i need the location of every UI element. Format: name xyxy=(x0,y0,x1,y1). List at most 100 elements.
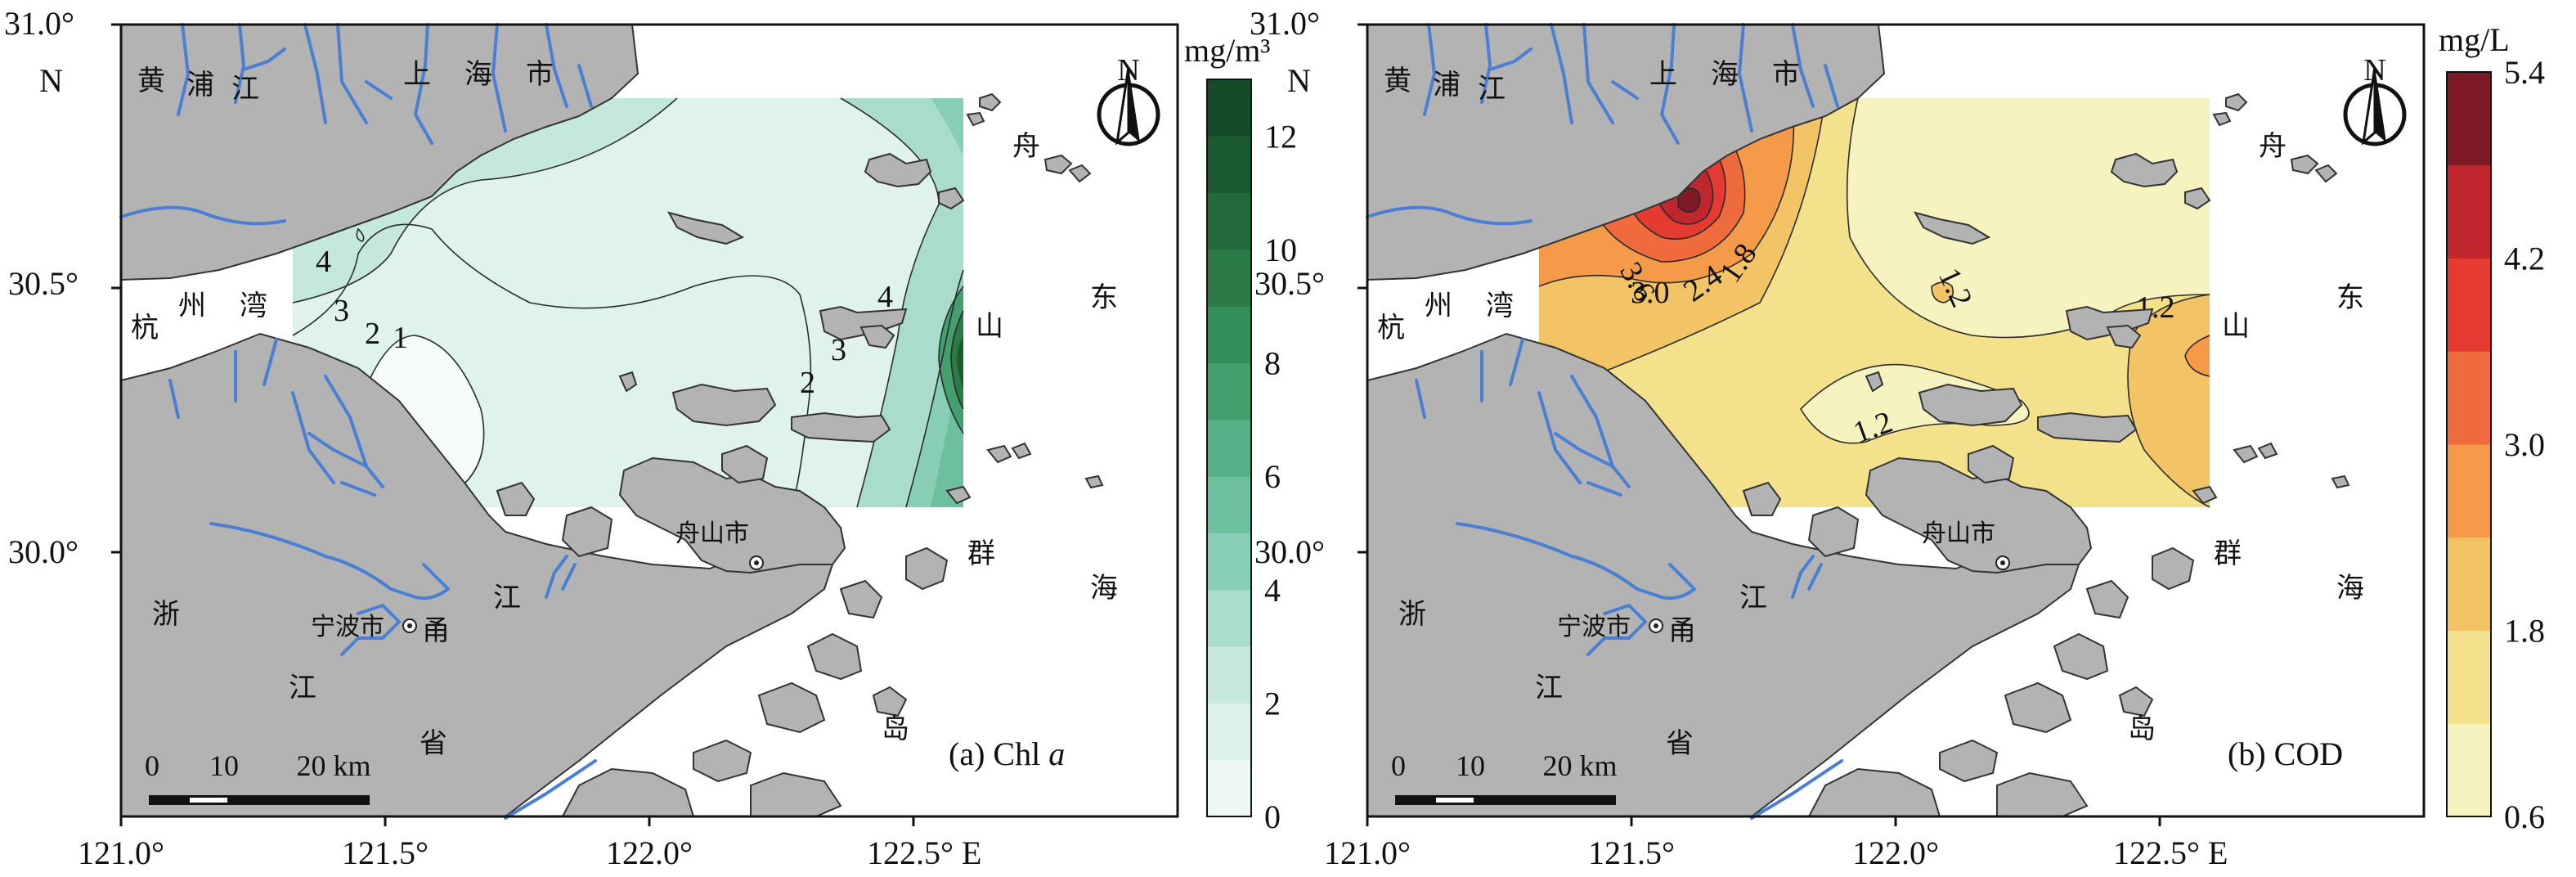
label-huangpu-1: 黄 xyxy=(137,65,165,97)
scale-label-10: 10 xyxy=(1456,749,1485,782)
label-zhejiang-1: 浙 xyxy=(1398,598,1426,631)
contour-label: 1 xyxy=(393,321,408,355)
contour-label: 2 xyxy=(800,366,815,400)
ningbo-marker xyxy=(1649,618,1663,633)
label-zhoushan-1: 舟 xyxy=(1012,130,1040,163)
label-zhoushan-city: 舟山市 xyxy=(675,519,749,548)
lon-tick-121-5: 121.5° xyxy=(342,834,429,871)
colorbar-step xyxy=(2447,164,2491,259)
contour-label: 4 xyxy=(877,280,893,314)
scale-label-0: 0 xyxy=(145,749,159,782)
label-ningbo-city: 宁波市 xyxy=(311,613,384,641)
colorbar-step xyxy=(1207,362,1251,421)
label-yong-1: 甬 xyxy=(1668,614,1696,647)
lat-tick-30: 30.0° xyxy=(8,533,79,570)
colorbar-unit: mg/m³ xyxy=(1184,32,1270,69)
colorbar-step xyxy=(1207,419,1251,477)
label-shanghai-1: 上 xyxy=(403,58,431,91)
label-zhoushan-1: 舟 xyxy=(2259,130,2287,163)
colorbar-step xyxy=(1207,136,1251,194)
label-shanghai-3: 市 xyxy=(526,58,554,91)
north-arrow-label: N xyxy=(1117,53,1139,88)
colorbar-tick-label: 0 xyxy=(1264,798,1281,835)
scale-bar: 0 10 20 km xyxy=(145,749,371,805)
lat-tick-30-5: 30.5° xyxy=(8,265,79,302)
north-arrow-label: N xyxy=(2363,53,2385,88)
colorbar-step xyxy=(2447,258,2491,352)
colorbar-step xyxy=(1207,533,1251,591)
scale-label-20: 20 km xyxy=(296,749,370,782)
panel-b-axes: 31.0° N 30.5° 30.0° 121.0° 121.5° 122.0°… xyxy=(1250,5,2228,871)
colorbar-tick-label: 10 xyxy=(1264,232,1297,268)
lat-tick-31: 31.0° xyxy=(4,5,74,42)
label-zhoushan-3: 群 xyxy=(2214,537,2242,570)
place-names: 黄 浦 江 上 海 市 杭 州 湾 舟 山 群 岛 东 海 浙 江 省 舟山市 … xyxy=(1377,58,2364,760)
label-zhoushan-4: 岛 xyxy=(2128,713,2156,745)
colorbar-tick-label: 2 xyxy=(1264,685,1281,722)
colorbar-b: mg/L 0.6 1.8 3.0 4.2 5.4 xyxy=(2439,21,2545,835)
lat-tick-30-5: 30.5° xyxy=(1254,265,1325,302)
colorbar-step xyxy=(2447,723,2491,817)
label-donghai-1: 东 xyxy=(2336,281,2364,314)
colorbar-tick-label: 1.8 xyxy=(2504,613,2545,650)
label-hangzhouwan-2: 州 xyxy=(1425,290,1452,322)
label-donghai-2: 海 xyxy=(1090,572,1118,605)
zhoushan-marker xyxy=(749,555,764,570)
label-zhoushan-4: 岛 xyxy=(882,713,909,745)
colorbar-tick-label: 8 xyxy=(1264,345,1281,382)
contour-label: 4 xyxy=(316,245,331,279)
lon-tick-121-5: 121.5° xyxy=(1588,834,1675,871)
label-hangzhouwan-1: 杭 xyxy=(131,312,159,344)
ningbo-marker xyxy=(402,618,417,633)
colorbar-step xyxy=(1207,646,1251,704)
lat-tick-n: N xyxy=(1287,62,1311,99)
colorbar-step xyxy=(2447,351,2491,445)
panel-a: 4 3 2 1 2 3 4 黄 浦 江 上 海 市 杭 州 湾 舟 山 群 岛 xyxy=(119,23,1179,820)
label-donghai-2: 海 xyxy=(2336,572,2364,605)
label-huangpu-3: 江 xyxy=(1478,73,1506,106)
colorbar-tick-label: 4.2 xyxy=(2504,241,2545,277)
colorbar-step xyxy=(1207,703,1251,761)
label-zhejiang-3: 省 xyxy=(1666,727,1694,760)
colorbar-step xyxy=(1207,476,1251,533)
colorbar-step xyxy=(1207,249,1251,307)
colorbar-step xyxy=(1207,306,1251,364)
lon-tick-122-5: 122.5° E xyxy=(867,834,981,871)
zhoushan-marker xyxy=(1995,555,2010,570)
panel-a-axes: 31.0° N 30.5° 30.0° 121.0° 121.5° 122.0°… xyxy=(4,5,981,871)
label-shanghai-2: 海 xyxy=(464,58,492,91)
label-hangzhouwan-1: 杭 xyxy=(1377,312,1405,344)
north-arrow: N xyxy=(1099,53,1158,144)
colorbar-step xyxy=(2447,444,2491,538)
colorbar-step xyxy=(2447,72,2491,166)
contour-label: 2 xyxy=(365,317,380,351)
label-zhoushan-2: 山 xyxy=(976,310,1003,343)
label-huangpu-2: 浦 xyxy=(186,69,214,101)
colorbar-unit: mg/L xyxy=(2439,21,2510,58)
scale-label-10: 10 xyxy=(209,749,239,782)
place-names: 黄 浦 江 上 海 市 杭 州 湾 舟 山 群 岛 东 海 浙 江 省 舟山市 … xyxy=(131,58,1118,760)
colorbar-step xyxy=(1207,79,1251,137)
contour-label: 3.0 xyxy=(1631,276,1670,310)
label-huangpu-1: 黄 xyxy=(1384,65,1411,97)
label-zhoushan-3: 群 xyxy=(967,537,995,570)
north-arrow: N xyxy=(2345,53,2404,144)
panel-b: 3.6 3.0 2.4 1.8 1.2 1.2 1.2 黄 浦 江 上 海 市 … xyxy=(1366,23,2426,820)
label-zhejiang-2: 江 xyxy=(1535,672,1563,704)
label-shanghai-3: 市 xyxy=(1772,58,1800,91)
lon-tick-122: 122.0° xyxy=(606,834,693,871)
label-yong-2: 江 xyxy=(493,582,521,614)
colorbar-tick-label: 4 xyxy=(1264,572,1281,609)
label-zhejiang-3: 省 xyxy=(420,727,447,760)
label-donghai-1: 东 xyxy=(1090,281,1118,314)
lat-tick-30: 30.0° xyxy=(1254,533,1325,570)
colorbar-tick-label: 0.6 xyxy=(2504,798,2545,835)
colorbar-step xyxy=(2447,630,2491,724)
scale-label-20: 20 km xyxy=(1542,749,1617,782)
panel-label: (a) Chl a xyxy=(949,735,1065,772)
label-zhejiang-1: 浙 xyxy=(152,598,180,631)
label-hangzhouwan-3: 湾 xyxy=(240,290,267,322)
colorbar-tick-label: 3.0 xyxy=(2504,426,2545,463)
label-ningbo-city: 宁波市 xyxy=(1557,613,1631,641)
